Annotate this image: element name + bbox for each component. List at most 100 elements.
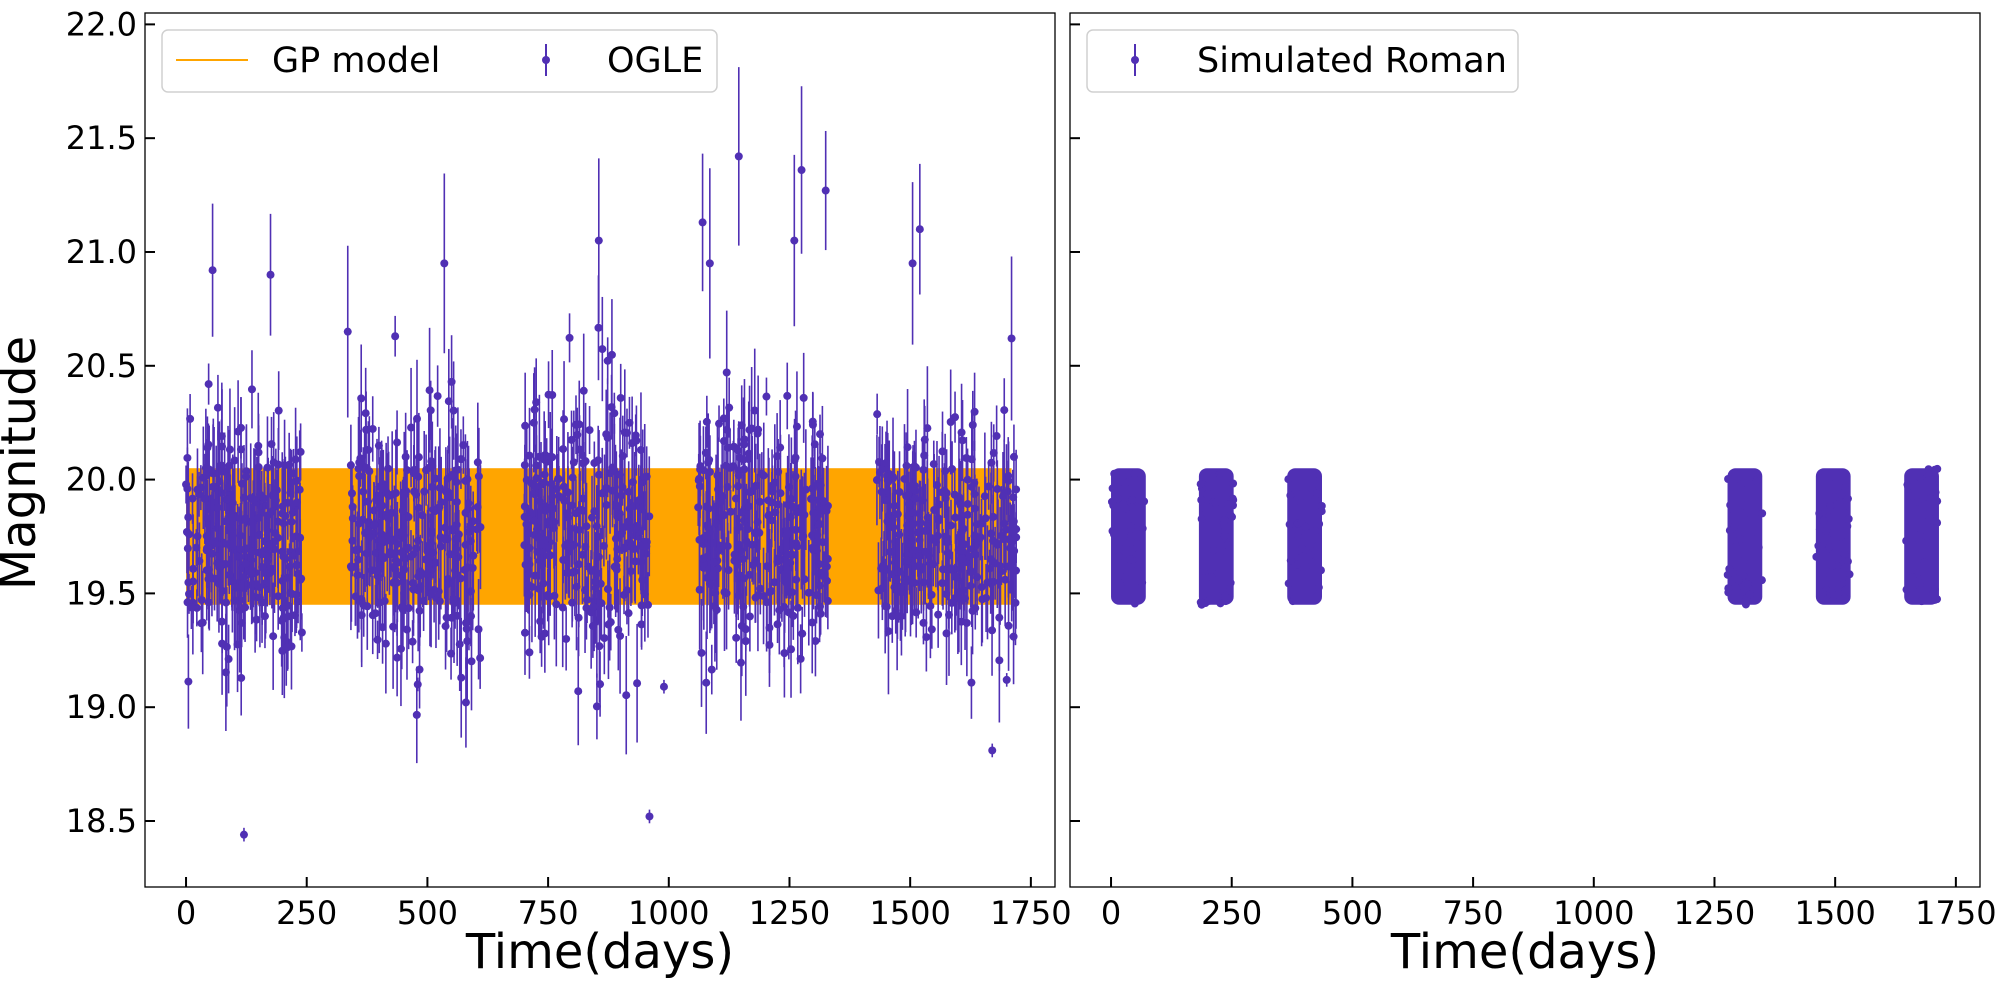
ogle-point-461 — [380, 576, 389, 626]
ogle-point-213-marker — [236, 423, 245, 432]
ogle-point-1021 — [793, 514, 802, 580]
ogle-point-1219-marker — [947, 598, 956, 607]
ogle-point-1256-marker — [994, 539, 1003, 548]
ogle-point-1311 — [790, 154, 799, 327]
roman-point-53 — [1196, 480, 1205, 489]
ogle-point-1237 — [897, 529, 906, 656]
ogle-point-231-marker — [204, 440, 213, 449]
ogle-point-480 — [422, 434, 431, 506]
ogle-point-256-marker — [241, 559, 250, 568]
roman-point-193 — [1815, 509, 1824, 518]
roman-point-176 — [1840, 509, 1849, 518]
ogle-point-165 — [225, 555, 234, 594]
ogle-point-240-marker — [185, 530, 194, 539]
ogle-point-727-marker — [607, 403, 616, 412]
ogle-point-769 — [548, 350, 557, 440]
ogle-point-1037 — [807, 457, 816, 541]
ogle-point-146-marker — [188, 494, 197, 503]
ogle-point-729-marker — [527, 582, 536, 591]
ogle-point-298-marker — [357, 394, 366, 403]
ogle-point-1193-marker — [959, 547, 968, 556]
ogle-point-1245-marker — [886, 518, 895, 527]
ogle-point-774 — [588, 594, 597, 658]
ogle-point-1199 — [1000, 378, 1009, 442]
ogle-point-1039 — [808, 391, 817, 452]
ogle-point-203-marker — [249, 495, 258, 504]
left-xtick-label-750: 750 — [518, 894, 579, 932]
ogle-point-1265-marker — [1010, 547, 1019, 556]
ogle-point-657 — [537, 606, 546, 667]
ogle-point-1019 — [784, 517, 793, 592]
roman-point-3 — [1127, 522, 1136, 531]
ogle-point-226 — [222, 464, 231, 535]
ogle-point-738-marker — [631, 431, 640, 440]
ogle-point-1303-marker — [208, 266, 217, 275]
ogle-point-221-marker — [254, 513, 263, 522]
roman-point-82 — [1293, 531, 1302, 540]
ogle-point-1304 — [266, 213, 275, 336]
ogle-point-771-marker — [579, 458, 588, 467]
ogle-point-751 — [588, 475, 597, 560]
ogle-point-248-marker — [189, 577, 198, 586]
ogle-point-245 — [260, 584, 269, 649]
ogle-point-727 — [607, 374, 616, 440]
ogle-point-1279 — [977, 527, 986, 647]
ogle-point-524-marker — [607, 350, 616, 359]
roman-point-145 — [1753, 533, 1762, 542]
ogle-point-203 — [249, 448, 258, 551]
ogle-point-757 — [530, 491, 539, 551]
ogle-point-1238 — [927, 610, 936, 649]
ogle-point-1315-marker — [915, 225, 924, 234]
ogle-point-1288 — [941, 486, 950, 598]
roman-point-197 — [1819, 588, 1828, 597]
ogle-point-774-marker — [588, 622, 597, 631]
ogle-point-994-marker — [780, 576, 789, 585]
roman-point-65 — [1226, 578, 1235, 587]
ogle-point-220-marker — [236, 531, 245, 540]
roman-point-202 — [1926, 524, 1935, 533]
ogle-point-501-marker — [372, 566, 381, 575]
ogle-point-231 — [204, 423, 213, 466]
ogle-point-687-marker — [544, 551, 553, 560]
ogle-point-451-marker — [427, 457, 436, 466]
roman-point-88 — [1316, 566, 1325, 575]
ogle-point-766-marker — [613, 555, 622, 564]
roman-point-236 — [1904, 482, 1913, 491]
ogle-point-510-marker — [382, 489, 391, 498]
ogle-point-762-marker — [522, 520, 531, 529]
ogle-point-779 — [606, 593, 615, 651]
roman-point-205 — [1925, 494, 1934, 503]
ogle-point-1270-marker — [962, 454, 971, 463]
ogle-point-719-marker — [622, 691, 631, 700]
roman-point-175 — [1842, 478, 1851, 487]
ogle-point-990-marker — [731, 494, 740, 503]
ogle-point-1032-marker — [790, 456, 799, 465]
ogle-point-766 — [613, 520, 622, 598]
ogle-point-1286-marker — [892, 575, 901, 584]
ogle-point-993-marker — [719, 414, 728, 423]
roman-point-156 — [1741, 600, 1750, 609]
ogle-point-103-marker — [288, 508, 297, 517]
ogle-point-472-marker — [400, 490, 409, 499]
roman-point-235 — [1925, 513, 1934, 522]
ogle-point-490-marker — [463, 637, 472, 646]
ogle-point-239-marker — [293, 498, 302, 507]
ogle-point-831-marker — [770, 578, 779, 587]
ogle-point-1026-marker — [797, 507, 806, 516]
roman-point-23 — [1112, 506, 1121, 515]
ogle-point-482 — [361, 367, 370, 459]
ogle-point-452-marker — [355, 519, 364, 528]
ogle-point-676 — [603, 337, 612, 385]
ogle-point-477-marker — [347, 563, 356, 572]
ogle-point-1227 — [885, 440, 894, 508]
roman-point-114 — [1284, 579, 1293, 588]
ogle-point-94-marker — [204, 380, 213, 389]
ogle-point-222-marker — [241, 514, 250, 523]
y-axis-label: Magnitude — [0, 336, 47, 590]
ogle-point-439-marker — [391, 332, 400, 341]
ogle-point-933-marker — [773, 620, 782, 629]
ogle-point-412 — [407, 367, 416, 488]
ogle-point-504 — [476, 627, 485, 689]
ogle-point-223-marker — [224, 483, 233, 492]
left-xtick-label-500: 500 — [397, 894, 458, 932]
